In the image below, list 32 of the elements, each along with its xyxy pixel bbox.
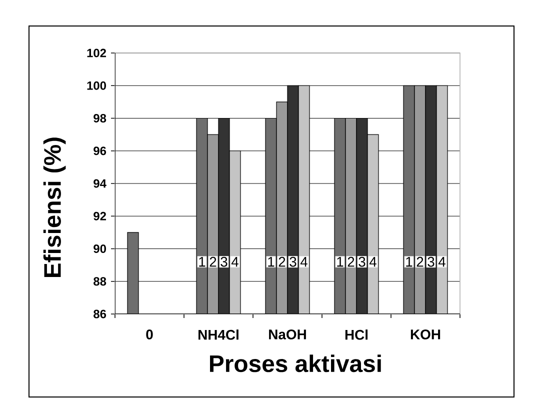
x-tick-label: KOH — [410, 330, 440, 340]
text: 2 — [348, 256, 354, 267]
series-label: 3 — [290, 256, 296, 267]
y-axis-title: Efisiensi (%) — [43, 138, 66, 277]
text: 2 — [416, 256, 424, 267]
x-axis-title: Proses aktivasi — [210, 354, 381, 372]
y-tick-label: 86 — [94, 310, 106, 318]
y-tick-label: 90 — [94, 244, 106, 253]
text: 4 — [300, 257, 308, 267]
x-tick-label: NaOH — [269, 330, 306, 340]
y-tick-label: 100 — [87, 81, 106, 90]
text: 3 — [428, 256, 434, 267]
text: 3 — [358, 256, 366, 267]
x-tick-label: NH4Cl — [198, 330, 238, 340]
x-tick-label: 0 — [146, 330, 153, 340]
series-label: 2 — [210, 256, 216, 267]
text: 2 — [278, 256, 286, 267]
y-tick-label: 98 — [94, 114, 106, 122]
text: 1 — [268, 257, 274, 267]
text: 1 — [406, 257, 412, 267]
series-label: 4 — [231, 257, 238, 267]
y-tick-label: 96 — [94, 146, 106, 156]
text: 3 — [220, 256, 228, 267]
y-tick-label: 94 — [94, 179, 106, 188]
y-tick-label: 88 — [94, 277, 106, 286]
text: 4 — [438, 257, 446, 267]
x-tick-label: HCl — [345, 330, 368, 340]
series-label: 1 — [199, 257, 206, 267]
text: 1 — [337, 257, 344, 267]
y-tick-label: 92 — [94, 212, 106, 220]
y-tick-label: 102 — [87, 48, 106, 58]
text: 4 — [369, 257, 376, 267]
